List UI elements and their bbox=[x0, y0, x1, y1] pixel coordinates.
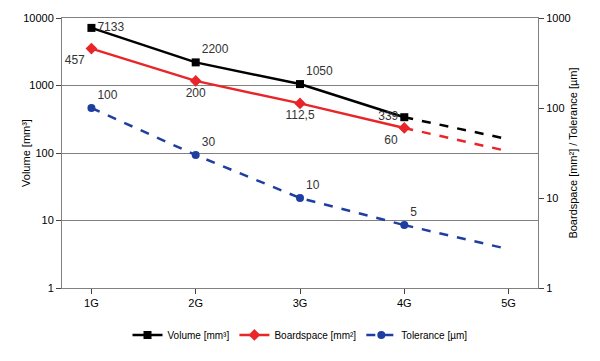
svg-text:Tolerance [µm]: Tolerance [µm] bbox=[401, 330, 467, 341]
svg-text:Boardspace [mm²] / Tolerance [: Boardspace [mm²] / Tolerance [µm] bbox=[567, 67, 579, 238]
svg-text:200: 200 bbox=[186, 86, 206, 100]
svg-text:Volume [mm³]: Volume [mm³] bbox=[168, 330, 230, 341]
svg-text:1: 1 bbox=[546, 282, 552, 294]
svg-text:3G: 3G bbox=[293, 297, 308, 309]
svg-text:457: 457 bbox=[65, 53, 85, 67]
svg-text:1050: 1050 bbox=[306, 64, 333, 78]
svg-text:30: 30 bbox=[202, 135, 216, 149]
svg-text:10: 10 bbox=[42, 214, 54, 226]
svg-text:1000: 1000 bbox=[546, 12, 570, 24]
svg-text:100: 100 bbox=[97, 88, 117, 102]
svg-text:1000: 1000 bbox=[29, 79, 53, 91]
svg-text:5G: 5G bbox=[501, 297, 516, 309]
svg-text:2200: 2200 bbox=[202, 42, 229, 56]
svg-text:10000: 10000 bbox=[23, 12, 54, 24]
svg-text:Boardspace [mm²]: Boardspace [mm²] bbox=[274, 330, 356, 341]
svg-text:100: 100 bbox=[35, 147, 53, 159]
svg-text:100: 100 bbox=[546, 102, 564, 114]
svg-text:60: 60 bbox=[384, 133, 398, 147]
svg-text:1G: 1G bbox=[84, 297, 99, 309]
svg-text:2G: 2G bbox=[188, 297, 203, 309]
svg-text:7133: 7133 bbox=[97, 20, 124, 34]
svg-text:Volume [mm³]: Volume [mm³] bbox=[20, 119, 32, 187]
svg-text:339: 339 bbox=[378, 109, 398, 123]
svg-text:112,5: 112,5 bbox=[285, 108, 314, 122]
svg-text:4G: 4G bbox=[397, 297, 412, 309]
svg-text:5: 5 bbox=[410, 205, 417, 219]
svg-text:10: 10 bbox=[546, 192, 558, 204]
svg-text:1: 1 bbox=[48, 282, 54, 294]
svg-text:10: 10 bbox=[306, 178, 320, 192]
